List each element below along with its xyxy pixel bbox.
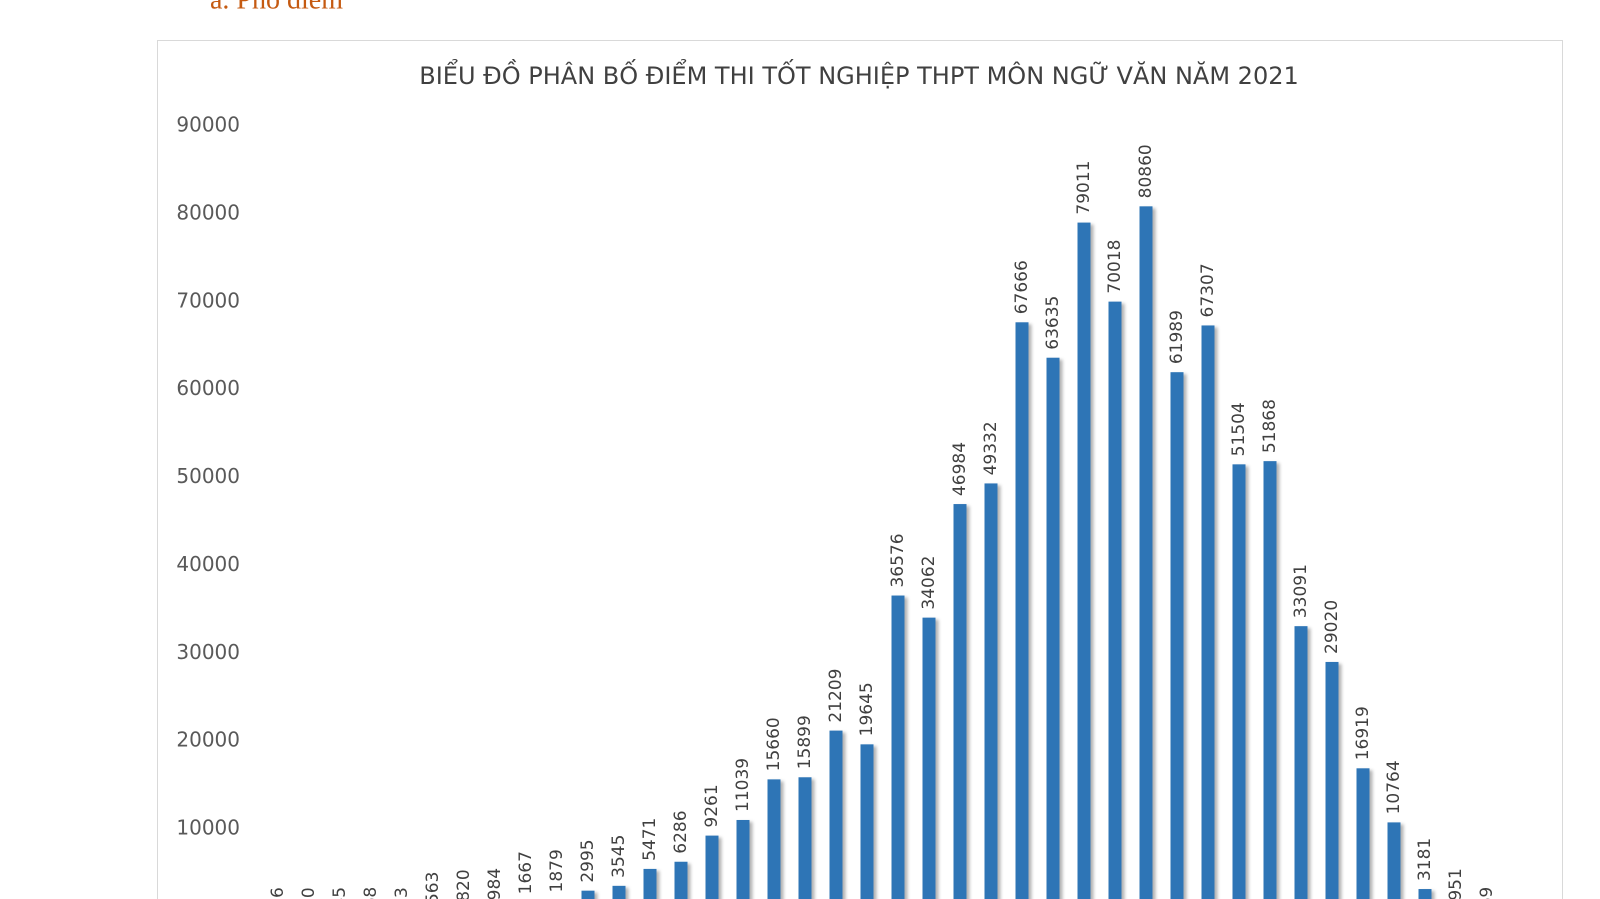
- data-label: 3545: [609, 835, 629, 878]
- y-tick-label: 10000: [176, 816, 240, 840]
- bar: [1325, 661, 1339, 899]
- data-label: 21209: [826, 669, 846, 723]
- chart-title: BIỂU ĐỒ PHÂN BỐ ĐIỂM THI TỐT NGHIỆP THPT…: [419, 58, 1299, 90]
- bar: [1170, 372, 1184, 899]
- data-label: 6286: [671, 810, 691, 853]
- data-label: 63635: [1043, 296, 1063, 350]
- bar: [767, 779, 781, 899]
- y-tick-label: 50000: [176, 464, 240, 488]
- bar: [1263, 461, 1277, 899]
- data-label: 51868: [1260, 399, 1280, 453]
- bar: [891, 595, 905, 899]
- data-label: 2995: [578, 839, 598, 882]
- bar: [1387, 822, 1401, 899]
- data-label: 46984: [950, 442, 970, 496]
- data-label: 820: [454, 869, 474, 899]
- bar: [860, 744, 874, 899]
- section-heading: a. Phổ điểm: [210, 0, 343, 15]
- bar: [581, 890, 595, 899]
- bar: [1139, 206, 1153, 899]
- data-label: 80860: [1136, 144, 1156, 198]
- data-label: 11039: [733, 758, 753, 812]
- bar: [1046, 357, 1060, 899]
- bar: [1201, 325, 1215, 899]
- data-label: 5471: [640, 818, 660, 861]
- bar: [1015, 322, 1029, 899]
- bar: [1356, 768, 1370, 899]
- data-label: 34062: [919, 556, 939, 610]
- data-label: 61989: [1167, 310, 1187, 364]
- bar: [984, 483, 998, 899]
- y-tick-label: 40000: [176, 552, 240, 576]
- chart-frame: [157, 40, 1563, 899]
- data-label: 70018: [1105, 240, 1125, 294]
- data-label: 984: [485, 868, 505, 899]
- bar: [829, 730, 843, 899]
- bar: [705, 835, 719, 899]
- data-label: 1879: [547, 849, 567, 892]
- bar: [1418, 889, 1432, 899]
- data-label: 23: [392, 887, 412, 899]
- bar: [1108, 301, 1122, 899]
- bar: [953, 504, 967, 899]
- data-label: 79011: [1074, 160, 1094, 214]
- bar: [798, 777, 812, 899]
- bar: [736, 819, 750, 899]
- data-label: 45: [330, 887, 350, 899]
- bar: [922, 617, 936, 899]
- data-label: 33091: [1291, 564, 1311, 618]
- data-label: 67307: [1198, 263, 1218, 317]
- data-label: 9261: [702, 784, 722, 827]
- y-tick-label: 60000: [176, 376, 240, 400]
- data-label: 68: [361, 887, 381, 899]
- data-label: 951: [1446, 868, 1466, 899]
- bar: [643, 868, 657, 899]
- data-label: 15660: [764, 717, 784, 771]
- y-tick-label: 30000: [176, 640, 240, 664]
- bar: [1294, 626, 1308, 899]
- y-tick-label: 20000: [176, 728, 240, 752]
- data-label: 49332: [981, 421, 1001, 475]
- data-label: 29020: [1322, 600, 1342, 654]
- bar: [1077, 222, 1091, 899]
- data-label: 36576: [888, 533, 908, 587]
- data-label: 19645: [857, 682, 877, 736]
- data-label: 69: [1477, 887, 1497, 899]
- bar: [612, 885, 626, 899]
- data-label: 10: [299, 887, 319, 899]
- data-label: 67666: [1012, 260, 1032, 314]
- y-tick-label: 80000: [176, 200, 240, 224]
- data-label: 10764: [1384, 760, 1404, 814]
- bar: [1232, 464, 1246, 899]
- data-label: 1667: [516, 851, 536, 894]
- data-label: 3181: [1415, 838, 1435, 881]
- y-tick-label: 70000: [176, 288, 240, 312]
- y-tick-label: 90000: [176, 113, 240, 137]
- data-label: 51504: [1229, 402, 1249, 456]
- bar: [674, 861, 688, 899]
- data-label: 563: [423, 872, 443, 899]
- data-label: 16919: [1353, 706, 1373, 760]
- data-label: 26: [268, 887, 288, 899]
- data-label: 15899: [795, 715, 815, 769]
